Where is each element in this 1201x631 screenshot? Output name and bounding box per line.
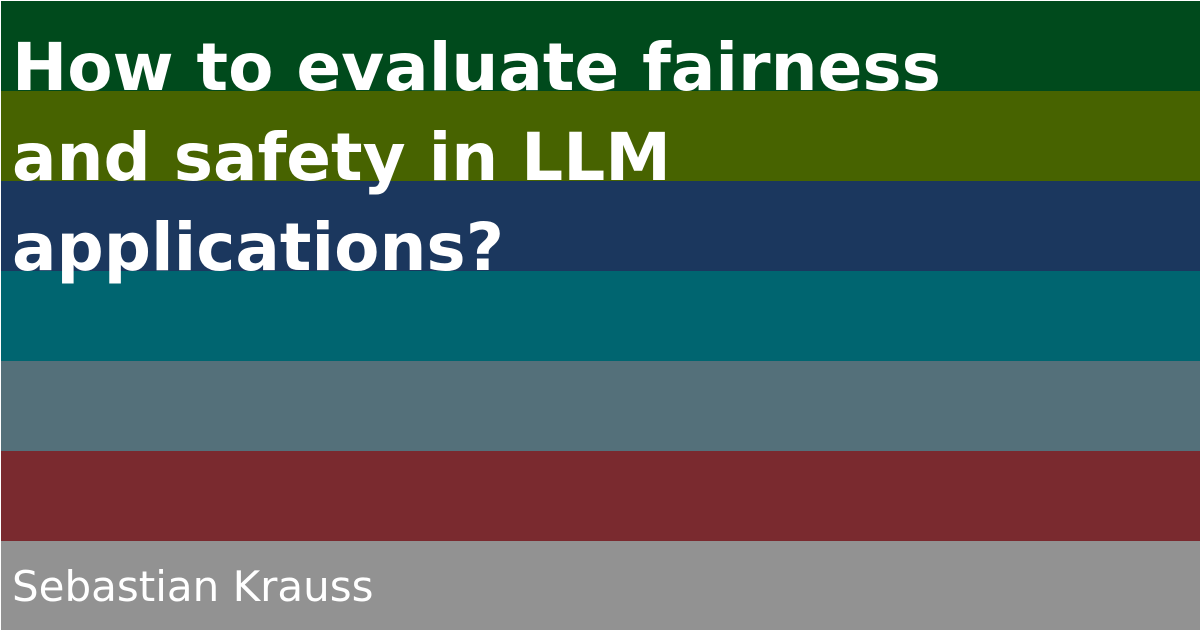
stripe-slate: [1, 361, 1200, 451]
stripe-gray: [1, 541, 1200, 630]
stripe-maroon: [1, 451, 1200, 541]
stripe-dark-green: [1, 1, 1200, 91]
title-line-3: applications?: [12, 209, 505, 286]
title-line-1: How to evaluate fairness: [12, 29, 941, 106]
stripe-olive-green: [1, 91, 1200, 181]
stripe-teal: [1, 271, 1200, 361]
card-title: How to evaluate fairness and safety in L…: [12, 23, 941, 293]
stripe-navy: [1, 181, 1200, 271]
title-line-2: and safety in LLM: [12, 119, 671, 196]
author-name: Sebastian Krauss: [12, 562, 374, 611]
